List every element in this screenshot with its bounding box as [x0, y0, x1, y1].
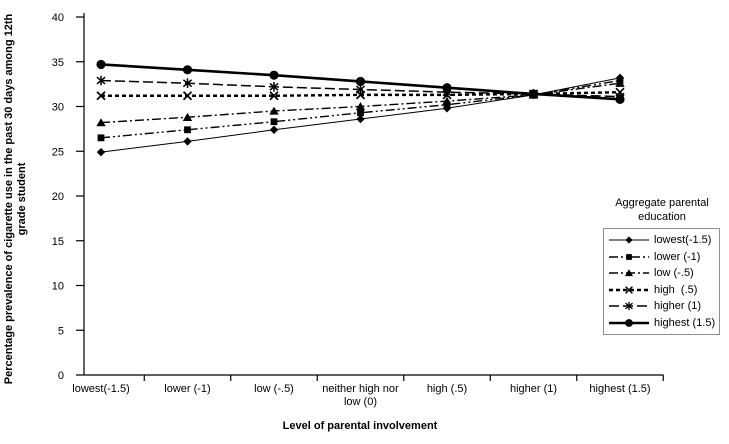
legend-marker-triangle-icon — [609, 269, 649, 277]
series-5-marker — [442, 83, 452, 93]
x-category-label: higher (1) — [510, 383, 557, 395]
x-category-label: lower (-1) — [164, 383, 210, 395]
series-5-marker — [528, 89, 539, 99]
series-4-marker — [269, 82, 279, 92]
legend-item-label: lowest(-1.5) — [654, 234, 712, 247]
legend: lowest(-1.5) lower (-1) low (-.5) high (.5)… — [603, 228, 720, 335]
x-category-label: low (-.5) — [254, 383, 294, 395]
series-1-marker — [357, 109, 364, 117]
legend-item: lower (-1) — [608, 249, 719, 265]
y-tick-label: 25 — [52, 146, 64, 158]
y-axis-title: Percentage prevalence of cigarette use i… — [3, 13, 28, 385]
series-1-marker — [270, 118, 278, 126]
legend-marker-circle-icon — [609, 318, 649, 327]
legend-title: Aggregate parental education — [615, 197, 709, 223]
x-category-label: highest (1.5) — [589, 383, 650, 395]
series-4-marker — [355, 84, 366, 95]
series-5-marker — [269, 70, 279, 80]
series-0-marker — [356, 114, 365, 124]
x-category-label: neither high nor low (0) — [322, 383, 399, 408]
series-2-marker — [355, 102, 366, 111]
legend-marker-x-icon — [609, 285, 649, 294]
series-3-marker — [182, 91, 193, 101]
series-0-marker — [96, 147, 106, 157]
series-5-marker — [355, 76, 366, 87]
legend-item: highest (1.5) — [608, 315, 719, 331]
series-2-marker — [96, 118, 106, 127]
legend-item: lowest(-1.5) — [608, 232, 719, 248]
series-2-marker — [269, 106, 279, 115]
legend-item-label: low (-.5) — [654, 267, 694, 280]
series-0-marker — [183, 137, 192, 146]
y-tick-label: 15 — [52, 236, 64, 248]
series-4-marker — [182, 78, 193, 89]
series-3-marker — [269, 91, 279, 101]
legend-marker-diamond-icon — [609, 236, 649, 244]
legend-item: high (.5) — [608, 282, 719, 298]
series-5-marker — [182, 65, 193, 75]
legend-marker-square-icon — [609, 253, 649, 260]
y-tick-label: 35 — [52, 57, 64, 69]
legend-item-label: higher (1) — [654, 300, 702, 313]
legend-marker-asterisk-icon — [609, 302, 649, 311]
y-tick-label: 5 — [58, 325, 64, 337]
y-tick-label: 0 — [58, 370, 64, 382]
series-0-marker — [442, 104, 452, 113]
series-2-marker — [442, 96, 452, 105]
y-tick-label: 30 — [52, 102, 64, 114]
x-axis-title: Level of parental involvement — [282, 420, 438, 432]
legend-item: higher (1) — [608, 298, 719, 314]
x-category-label: lowest(-1.5) — [72, 383, 129, 395]
series-2-marker — [182, 112, 193, 121]
series-5-marker — [96, 59, 106, 70]
x-category-label: high (.5) — [427, 383, 467, 395]
series-3-marker — [96, 91, 106, 101]
legend-item-label: highest (1.5) — [654, 316, 716, 329]
legend-item-label: high (.5) — [654, 283, 698, 296]
series-0-marker — [269, 125, 279, 134]
series-1-marker — [184, 126, 191, 134]
series-2-marker — [615, 78, 625, 87]
legend-item-label: lower (-1) — [654, 250, 701, 263]
legend-item: low (-.5) — [608, 265, 719, 281]
series-5-marker — [615, 94, 625, 104]
series-4-marker — [96, 75, 106, 86]
y-tick-label: 10 — [52, 281, 64, 293]
y-tick-label: 20 — [52, 191, 64, 203]
series-1-marker — [97, 134, 105, 142]
y-tick-label: 40 — [52, 12, 64, 24]
